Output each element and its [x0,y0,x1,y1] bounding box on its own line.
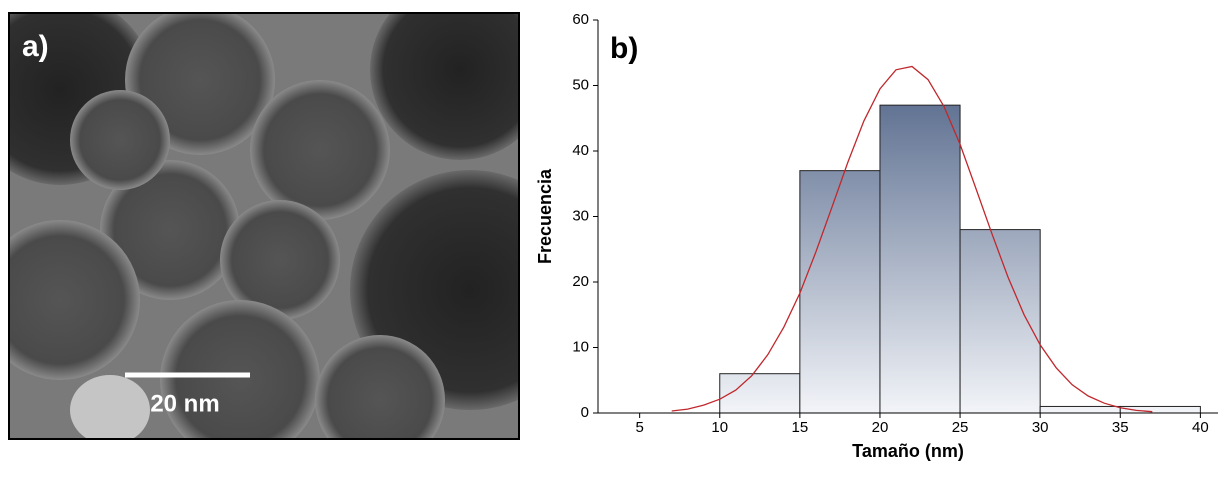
bar [879,104,961,414]
y-tick-label: 20 [572,273,589,290]
x-axis-title: Tamaño (nm) [852,441,964,461]
y-axis-title: Frecuencia [535,168,555,264]
x-tick-label: 20 [872,419,889,436]
x-tick-label: 5 [635,419,643,436]
histogram-chart: 0 10 20 30 40 50 60 5 10 15 20 25 30 35 40 b) Tamaño (nm… [535,11,1218,461]
bar [799,170,881,414]
y-tick-label: 30 [572,207,589,224]
fit-curve [671,65,1153,413]
y-tick-label: 40 [572,142,589,159]
y-tick-label: 10 [572,338,589,355]
x-tick-label: 35 [1112,419,1129,436]
x-tick-label: 30 [1032,419,1049,436]
y-tick-label: 0 [581,404,589,421]
x-tick-label: 40 [1192,419,1209,436]
y-tick-label: 60 [572,11,589,28]
bar [959,229,1041,414]
x-tick-label: 15 [792,419,809,436]
bar [1039,405,1121,414]
y-tick-label: 50 [572,76,589,93]
scale-bar-label: 20 nm [150,390,219,417]
x-tick-label: 10 [711,419,728,436]
tem-image: a) 20 nm [8,12,520,440]
x-tick-label: 25 [952,419,969,436]
panel-label: b) [610,32,638,65]
panel-label: a) [22,30,49,63]
bar [719,373,801,414]
